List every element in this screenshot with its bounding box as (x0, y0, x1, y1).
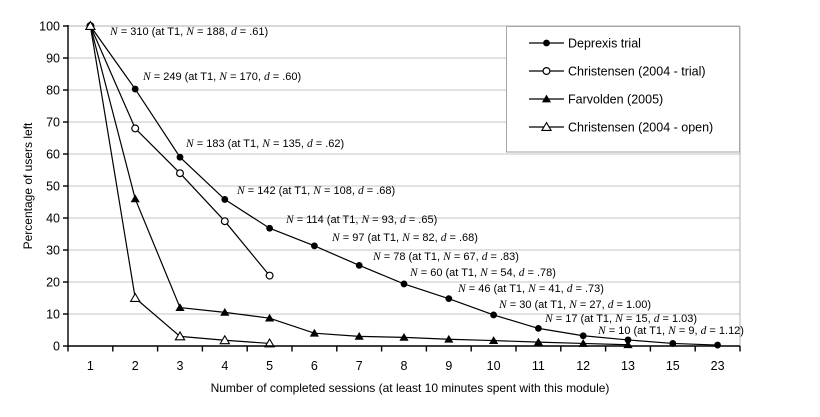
filled-circle-marker (311, 242, 318, 250)
x-axis-title: Number of completed sessions (at least 1… (210, 381, 610, 395)
y-tick-label: 50 (46, 180, 60, 194)
filled-triangle-marker (444, 334, 454, 343)
y-tick-label: 90 (46, 52, 60, 66)
legend-box (506, 26, 740, 153)
filled-circle-marker (714, 341, 721, 349)
x-tick-label: 13 (621, 359, 635, 373)
filled-circle-marker (221, 196, 229, 203)
y-tick-label: 20 (46, 276, 60, 290)
x-tick-label: 15 (666, 359, 680, 373)
filled-circle-marker (400, 280, 408, 288)
legend: Deprexis trial Christensen (2004 - trial)… (506, 26, 740, 153)
x-tick-label: 6 (311, 359, 318, 373)
data-label-annotation: N = 30 (at T1, N = 27, d = 1.00) (499, 299, 652, 311)
x-tick-label: 11 (532, 359, 545, 373)
x-tick-label: 8 (401, 359, 408, 373)
filled-circle-marker (266, 224, 273, 232)
filled-circle-marker (579, 332, 587, 340)
open-circle-marker (131, 124, 140, 133)
y-tick-label: 80 (46, 84, 60, 98)
filled-circle-marker (490, 311, 497, 319)
series-christensen-2004-open (84, 20, 276, 348)
legend-label: Deprexis trial (568, 37, 641, 51)
filled-circle-marker (543, 39, 550, 47)
x-tick-label: 23 (711, 359, 725, 373)
data-label-annotation: N = 183 (at T1, N = 135, d = .62) (186, 138, 345, 150)
legend-item-farvolden-2005: Farvolden (2005) (529, 93, 663, 107)
series-farvolden-2005 (85, 21, 633, 349)
x-tick-label: 9 (445, 359, 452, 373)
open-triangle-marker (129, 292, 141, 302)
open-circle-marker (542, 66, 551, 75)
open-circle-marker (220, 217, 229, 226)
filled-triangle-marker (130, 194, 140, 203)
y-tick-label: 40 (46, 212, 60, 226)
data-label-annotation: N = 17 (at T1, N = 15, d = 1.03) (545, 313, 698, 325)
data-label-annotation: N = 249 (at T1, N = 170, d = .60) (143, 71, 302, 83)
x-tick-label: 3 (177, 359, 184, 373)
filled-triangle-marker (541, 94, 552, 103)
legend-item-christensen-2004-open: Christensen (2004 - open) (529, 121, 713, 135)
x-tick-label: 2 (132, 359, 139, 373)
x-tick-label: 5 (266, 359, 273, 373)
x-tick-label: 10 (487, 359, 501, 373)
filled-circle-marker (176, 153, 184, 161)
data-label-annotation: N = 78 (at T1, N = 67, d = .83) (373, 251, 519, 263)
y-tick-label: 70 (46, 116, 60, 130)
filled-triangle-marker (309, 328, 319, 337)
open-triangle-marker (264, 337, 276, 348)
legend-label: Farvolden (2005) (568, 93, 663, 107)
x-tick-label: 7 (356, 359, 363, 373)
legend-label: Christensen (2004 - open) (568, 121, 713, 135)
x-tick-label: 12 (576, 359, 590, 373)
filled-circle-marker (669, 340, 677, 347)
x-tick-label: 1 (87, 359, 94, 373)
filled-circle-marker (445, 295, 453, 303)
filled-circle-marker (355, 261, 363, 269)
filled-circle-marker (131, 85, 139, 93)
open-circle-marker (176, 169, 185, 178)
y-tick-label: 30 (46, 244, 60, 258)
filled-triangle-marker (175, 303, 185, 311)
open-triangle-marker (219, 334, 231, 345)
data-label-annotation: N = 114 (at T1, N = 93, d = .65) (286, 214, 438, 226)
filled-triangle-marker (265, 313, 275, 322)
legend-label: Christensen (2004 - trial) (568, 65, 706, 79)
data-label-annotation: N = 97 (at T1, N = 82, d = .68) (332, 232, 478, 244)
data-label-annotation: N = 142 (at T1, N = 108, d = .68) (237, 185, 396, 197)
data-label-annotation: N = 10 (at T1, N = 9, d = 1.12) (598, 325, 744, 337)
data-label-annotation: N = 60 (at T1, N = 54, d = .78) (410, 267, 556, 279)
legend-item-christensen-2004-trial: Christensen (2004 - trial) (529, 65, 706, 79)
y-axis-title-text: Percentage of users left (21, 122, 35, 250)
y-tick-label: 100 (39, 20, 60, 34)
data-label-annotation: N = 310 (at T1, N = 188, d = .61) (110, 26, 269, 38)
filled-circle-marker (624, 336, 632, 344)
y-tick-label: 10 (46, 308, 60, 322)
data-label-annotation: N = 46 (at T1, N = 41, d = .73) (458, 283, 604, 295)
filled-triangle-marker (399, 332, 409, 341)
filled-triangle-marker (578, 339, 588, 347)
filled-circle-marker (535, 325, 542, 332)
legend-item-deprexis-trial: Deprexis trial (529, 37, 641, 51)
filled-triangle-marker (354, 332, 364, 340)
filled-triangle-marker (489, 336, 499, 344)
y-tick-label: 0 (53, 340, 60, 354)
filled-triangle-marker (220, 308, 230, 316)
x-tick-label: 4 (221, 359, 228, 373)
y-tick-label: 60 (46, 148, 60, 162)
open-triangle-marker (84, 20, 96, 30)
open-circle-marker (265, 271, 274, 280)
open-triangle-marker (540, 121, 553, 131)
filled-triangle-marker (533, 337, 543, 346)
open-triangle-marker (174, 330, 186, 341)
